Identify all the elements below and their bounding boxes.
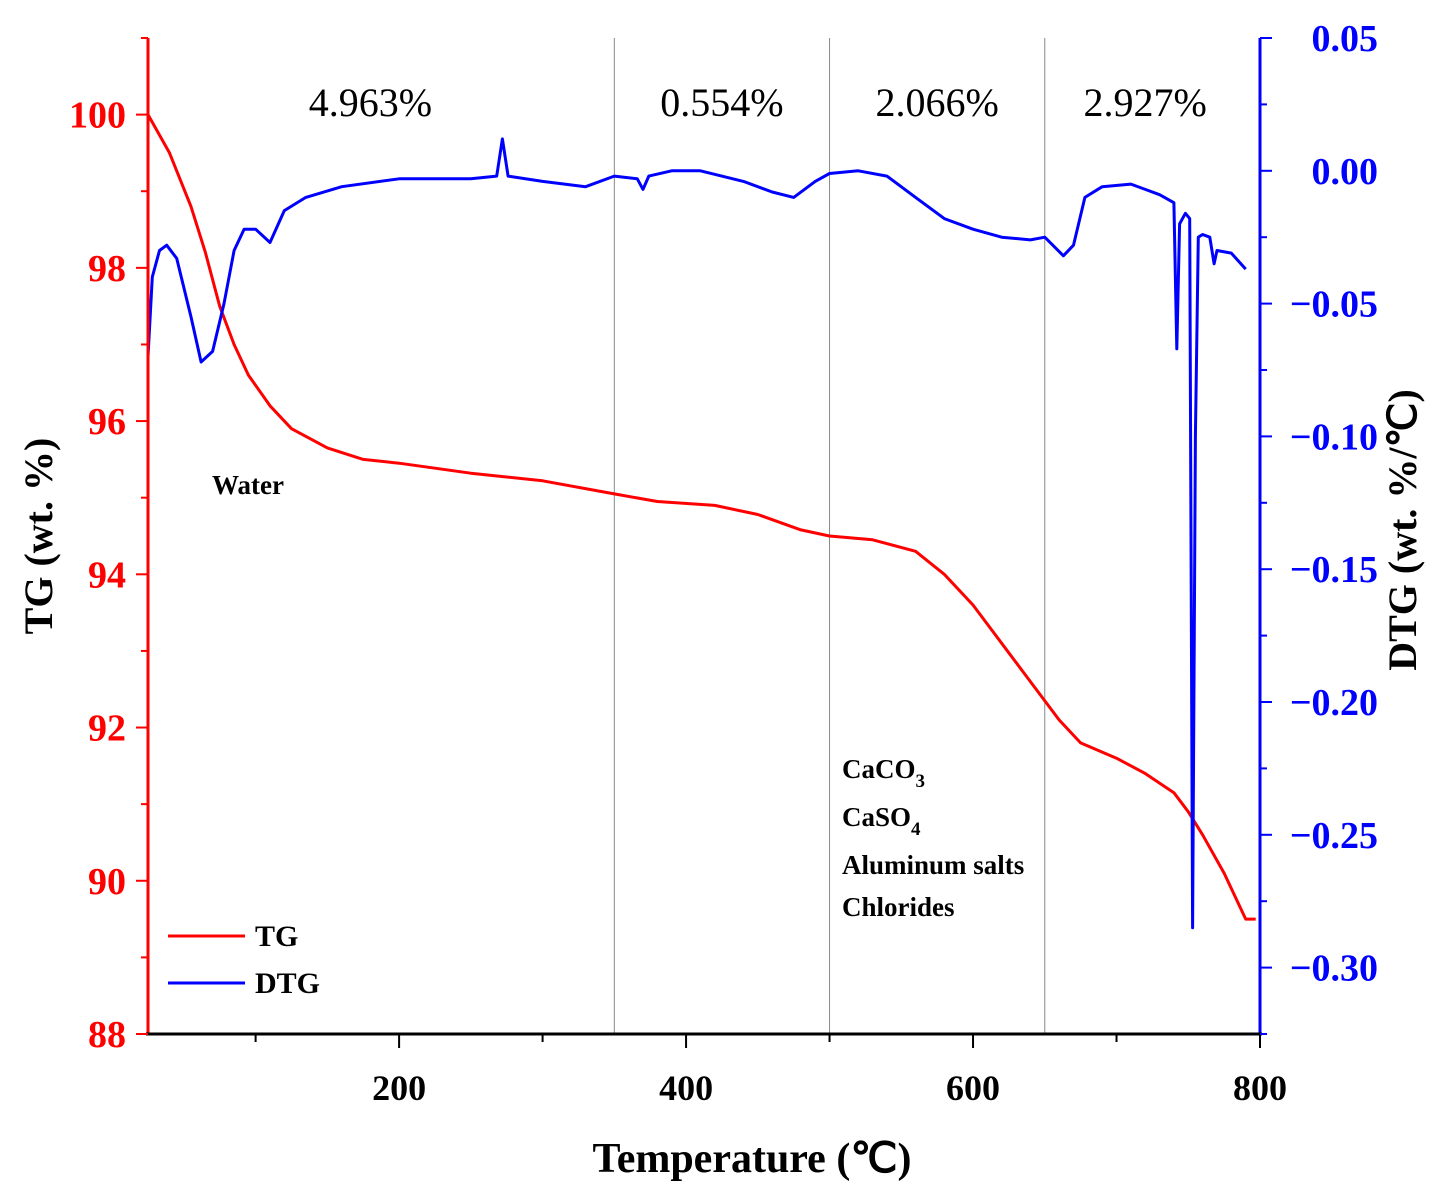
left-tick-label: 92	[88, 708, 126, 750]
right-tick-label: −0.15	[1290, 549, 1378, 591]
right-tick-label: −0.30	[1290, 948, 1378, 990]
right-tick-label: −0.10	[1290, 416, 1378, 458]
right-y-axis-ticks: 0.05 0.00 −0.05 −0.10 −0.15 −0.20 −0.25 −0.30	[1260, 18, 1379, 1035]
left-tick-label: 98	[88, 248, 126, 290]
left-y-axis-title: TG (wt. %)	[16, 438, 61, 635]
right-tick-label: −0.05	[1290, 284, 1378, 326]
series-dtg-line	[146, 137, 1247, 930]
left-y-axis-ticks: 88 90 92 94 96 98 100	[69, 37, 148, 1056]
right-tick-label: 0.00	[1312, 151, 1379, 193]
left-tick-label: 96	[88, 401, 126, 443]
series-tg-line	[146, 113, 1256, 921]
species-chlorides: Chlorides	[842, 892, 955, 922]
x-tick-label: 400	[659, 1068, 713, 1108]
legend-dtg-label: DTG	[255, 967, 320, 1000]
x-tick-label: 200	[372, 1068, 426, 1108]
stage-percent-labels: 4.963% 0.554% 2.066% 2.927%	[309, 80, 1207, 125]
species-annotation: CaCO3 CaSO4 Aluminum salts Chlorides	[842, 754, 1024, 922]
x-tick-label: 800	[1233, 1068, 1287, 1108]
species-aluminum-salts: Aluminum salts	[842, 850, 1024, 880]
species-caso4: CaSO4	[842, 802, 921, 840]
right-tick-label: −0.20	[1290, 682, 1378, 724]
series-layer	[146, 113, 1256, 930]
legend: TG DTG	[168, 920, 320, 1000]
stage-label-0: 4.963%	[309, 80, 432, 125]
x-axis-ticks: 200 400 600 800	[254, 1034, 1287, 1108]
legend-tg-label: TG	[255, 920, 298, 953]
left-tick-label: 94	[88, 554, 126, 596]
right-tick-label: 0.05	[1312, 18, 1379, 60]
left-tick-label: 100	[69, 95, 126, 137]
water-annotation: Water	[212, 470, 284, 500]
stage-label-2: 2.066%	[875, 80, 998, 125]
right-y-axis-title: DTG (wt. %/℃)	[1380, 389, 1425, 671]
x-axis-title: Temperature (℃)	[593, 1136, 912, 1182]
species-caco3: CaCO3	[842, 754, 925, 792]
stage-label-1: 0.554%	[660, 80, 783, 125]
left-tick-label: 88	[88, 1014, 126, 1056]
x-tick-label: 600	[946, 1068, 1000, 1108]
right-tick-label: −0.25	[1290, 815, 1378, 857]
left-tick-label: 90	[88, 861, 126, 903]
stage-label-3: 2.927%	[1084, 80, 1207, 125]
